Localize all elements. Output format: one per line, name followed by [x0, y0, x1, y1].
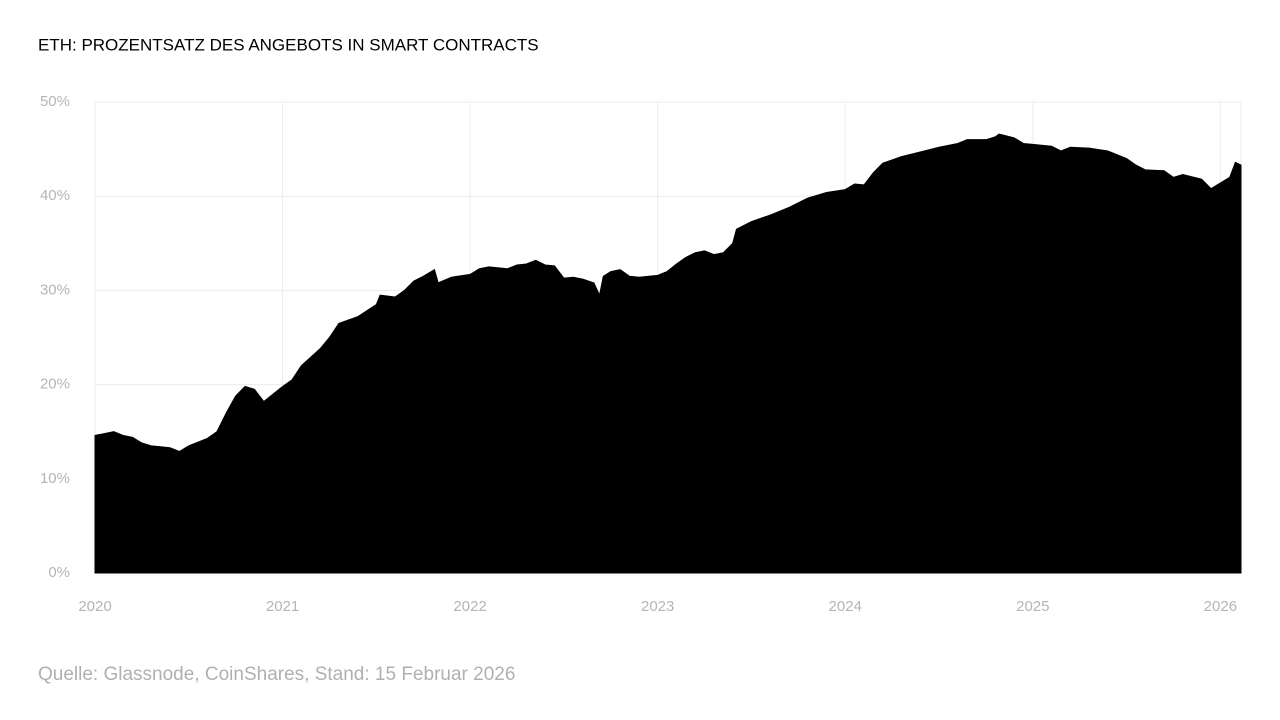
y-tick-label: 30%: [40, 281, 70, 298]
y-tick-label: 20%: [40, 376, 70, 393]
area: [94, 133, 1242, 574]
y-tick-label: 40%: [40, 187, 70, 204]
y-tick-label: 50%: [40, 93, 70, 110]
x-tick-label: 2020: [78, 598, 111, 615]
x-tick-label: 2026: [1204, 598, 1237, 615]
y-tick-label: 0%: [48, 564, 70, 581]
chart-title: ETH: PROZENTSATZ DES ANGEBOTS IN SMART C…: [38, 35, 539, 54]
x-tick-label: 2023: [641, 598, 674, 615]
x-tick-label: 2025: [1016, 598, 1049, 615]
x-tick-label: 2021: [266, 598, 299, 615]
x-tick-label: 2022: [453, 598, 486, 615]
y-tick-label: 10%: [40, 470, 70, 487]
x-tick-label: 2024: [829, 598, 862, 615]
source-note: Quelle: Glassnode, CoinShares, Stand: 15…: [38, 664, 515, 685]
